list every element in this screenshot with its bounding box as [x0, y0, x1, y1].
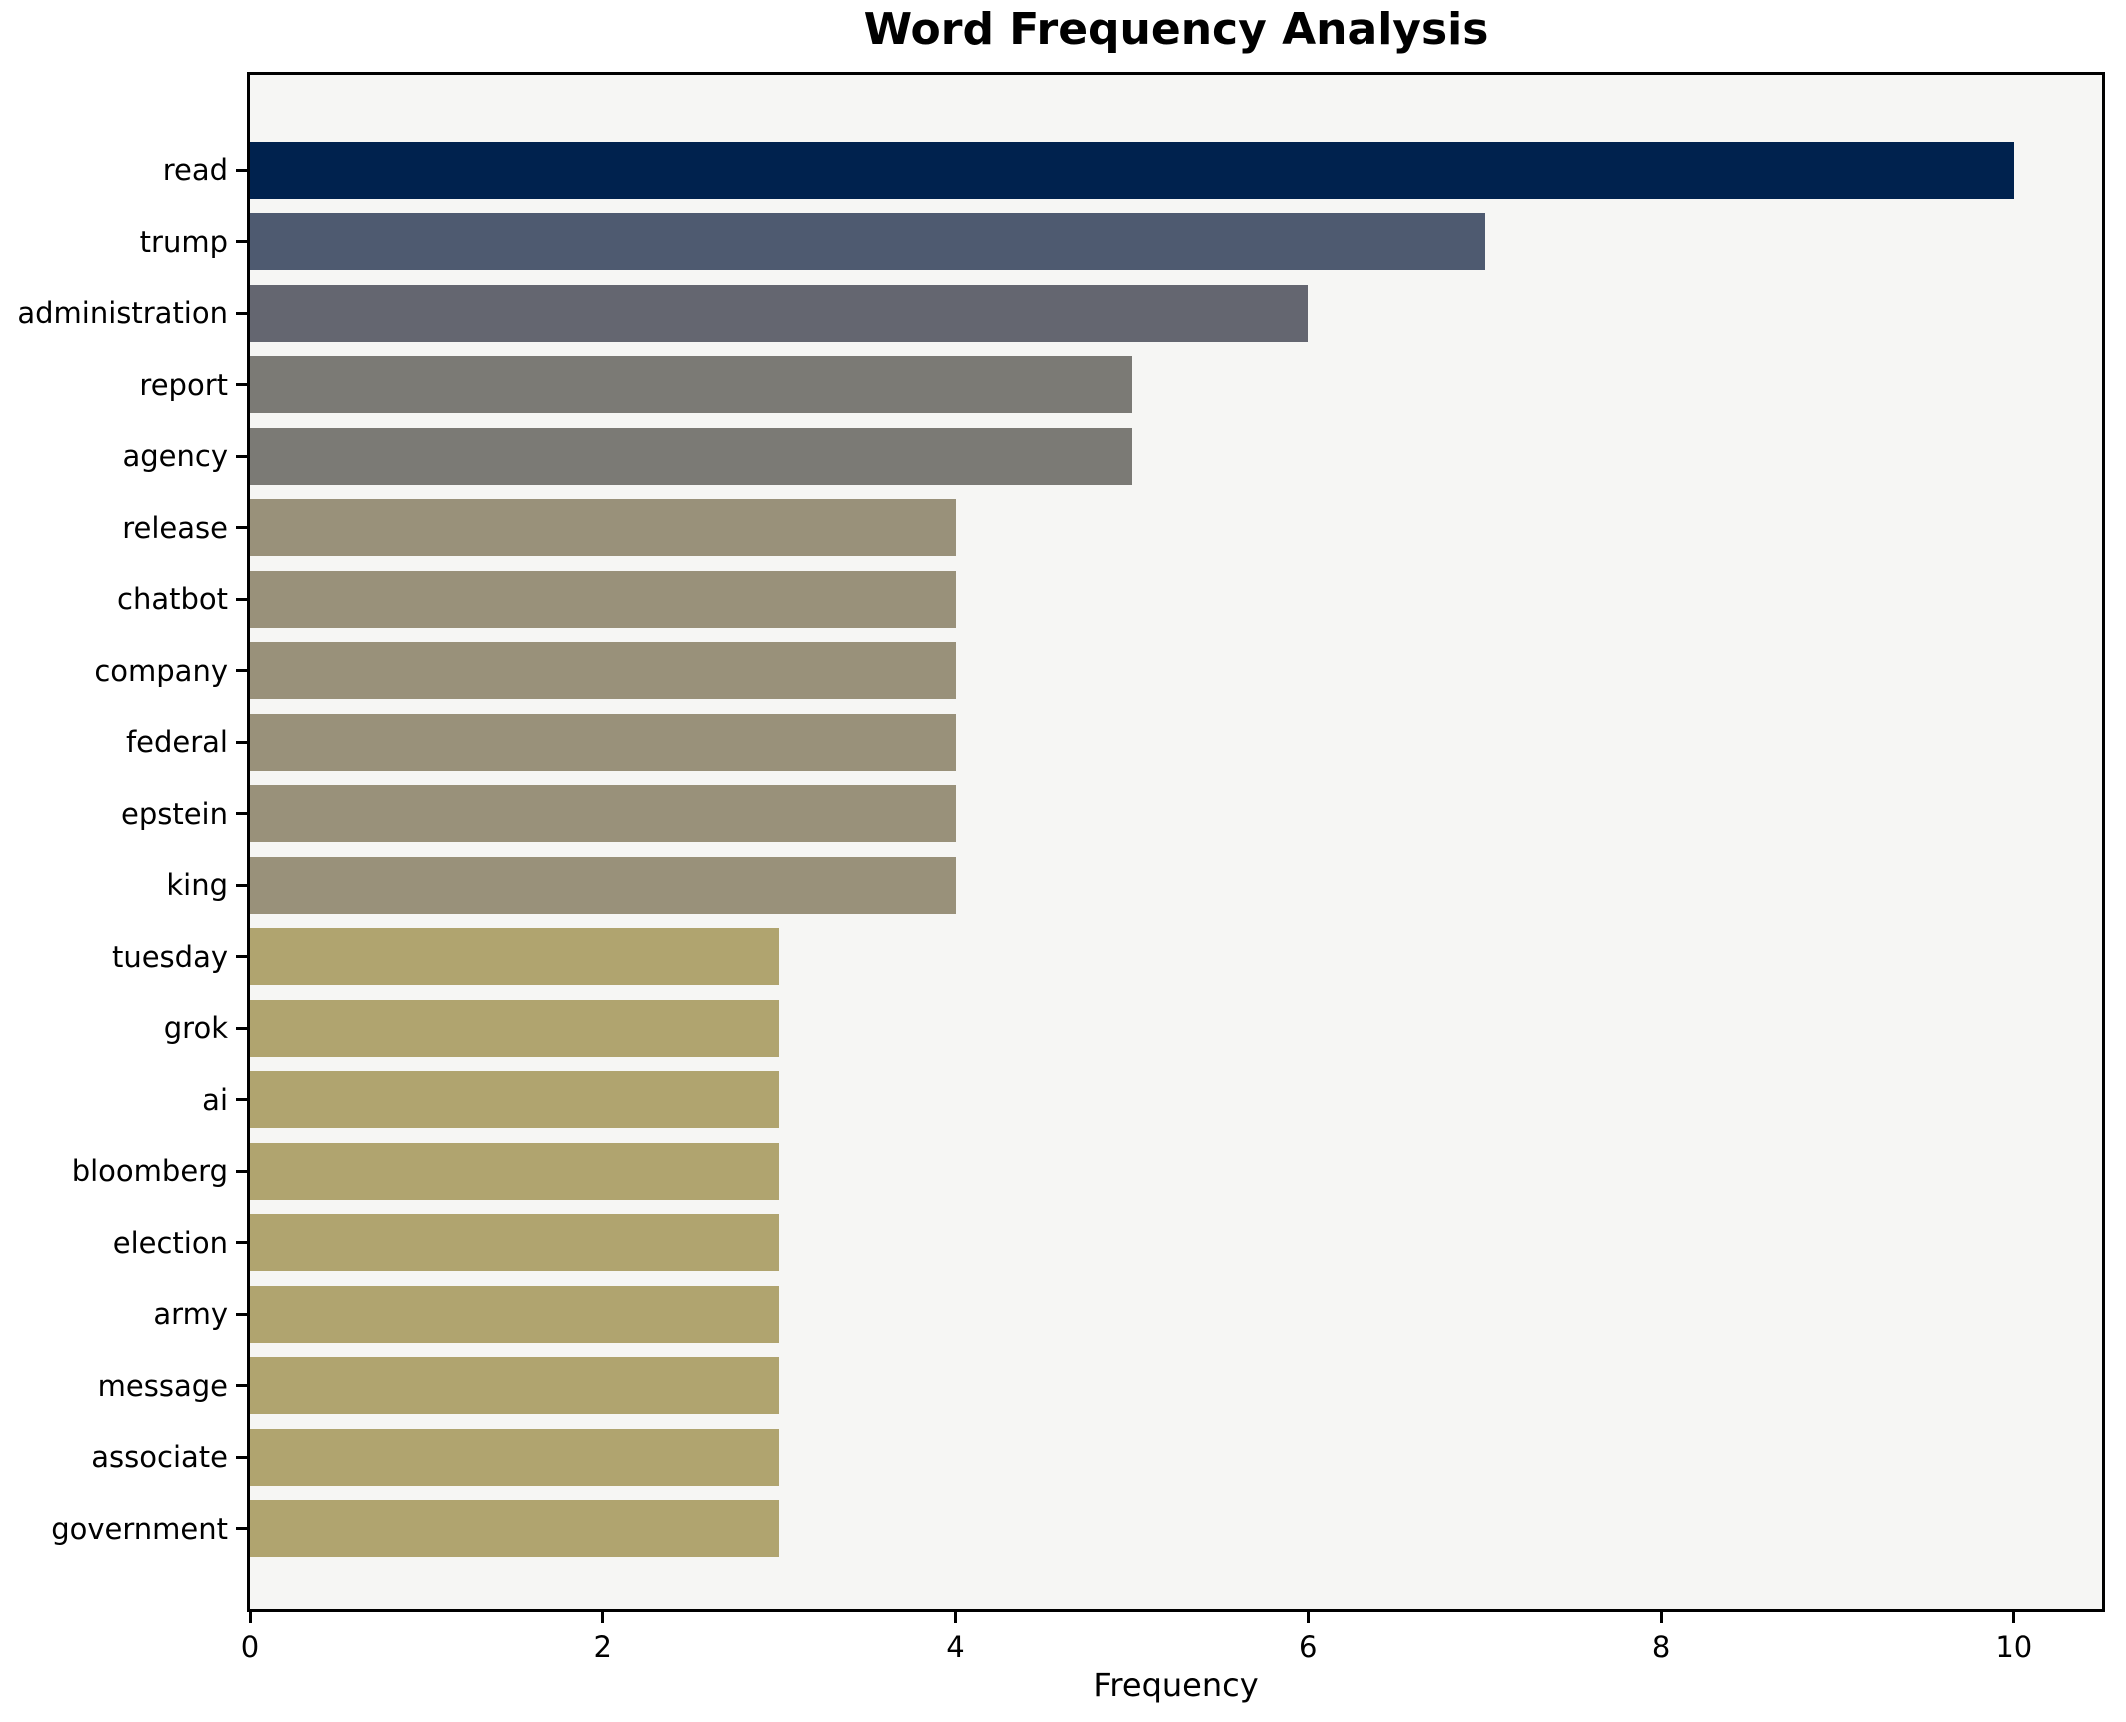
bar-election	[250, 1214, 779, 1271]
bar-trump	[250, 213, 1485, 270]
bar-army	[250, 1285, 779, 1343]
bar-epstein	[250, 785, 956, 842]
x-tick-label-6: 6	[1299, 1630, 1318, 1664]
x-tick-mark	[1306, 1612, 1310, 1623]
y-tick-label-trump: trump	[139, 224, 228, 259]
y-tick-label-associate: associate	[91, 1440, 228, 1474]
y-tick-mark	[236, 240, 247, 243]
y-tick-label-bloomberg: bloomberg	[71, 1154, 228, 1188]
y-tick-label-report: report	[139, 367, 228, 402]
y-tick-mark	[236, 1241, 247, 1244]
y-tick-mark	[236, 740, 247, 744]
y-tick-mark	[236, 1098, 247, 1101]
bar-release	[250, 499, 956, 556]
bar-government	[250, 1500, 779, 1557]
y-tick-mark	[236, 1026, 247, 1030]
bar-ai	[250, 1071, 779, 1128]
x-tick-mark	[1659, 1612, 1663, 1623]
y-tick-label-administration: administration	[17, 296, 228, 330]
y-tick-mark	[236, 669, 247, 672]
plot-area	[247, 72, 2105, 1612]
y-tick-mark	[236, 311, 247, 315]
y-tick-mark	[236, 1384, 247, 1387]
bar-chatbot	[250, 570, 956, 628]
bar-tuesday	[250, 928, 779, 985]
y-tick-mark	[236, 1455, 247, 1459]
y-tick-label-read: read	[162, 153, 228, 187]
x-tick-label-0: 0	[240, 1630, 260, 1664]
x-tick-mark	[2012, 1612, 2016, 1623]
y-tick-mark	[236, 1312, 247, 1316]
y-tick-label-company: company	[94, 653, 228, 688]
bar-bloomberg	[250, 1142, 779, 1200]
y-tick-mark	[236, 955, 247, 958]
bar-federal	[250, 713, 956, 771]
bar-read	[250, 141, 2014, 199]
y-tick-label-release: release	[122, 510, 228, 545]
y-tick-mark	[236, 383, 247, 386]
bar-associate	[250, 1428, 779, 1486]
x-tick-mark	[601, 1612, 605, 1623]
y-tick-label-agency: agency	[122, 439, 228, 473]
y-tick-label-election: election	[112, 1225, 228, 1260]
y-tick-label-ai: ai	[202, 1082, 228, 1117]
x-tick-label-2: 2	[593, 1630, 612, 1664]
y-tick-label-federal: federal	[125, 725, 228, 759]
y-tick-label-grok: grok	[163, 1011, 228, 1045]
y-tick-label-chatbot: chatbot	[117, 582, 228, 616]
y-tick-label-epstein: epstein	[120, 796, 228, 831]
y-tick-mark	[236, 454, 247, 458]
y-tick-label-message: message	[97, 1368, 228, 1403]
y-tick-label-tuesday: tuesday	[111, 939, 228, 974]
bar-agency	[250, 427, 1132, 485]
y-tick-mark	[236, 597, 247, 601]
y-tick-label-army: army	[153, 1297, 228, 1331]
y-tick-mark	[236, 526, 247, 529]
bar-administration	[250, 284, 1308, 342]
y-tick-mark	[236, 883, 247, 887]
y-tick-mark	[236, 168, 247, 172]
y-tick-mark	[236, 1169, 247, 1173]
bar-report	[250, 356, 1132, 413]
y-tick-label-king: king	[166, 868, 228, 902]
x-tick-label-8: 8	[1651, 1630, 1671, 1664]
x-tick-label-4: 4	[946, 1630, 965, 1664]
x-tick-label-10: 10	[1995, 1630, 2033, 1664]
bar-company	[250, 642, 956, 699]
y-tick-mark	[236, 812, 247, 815]
x-axis-label: Frequency	[1093, 1666, 1259, 1704]
bar-king	[250, 856, 956, 914]
bar-message	[250, 1357, 779, 1414]
bar-grok	[250, 999, 779, 1057]
x-tick-mark	[954, 1612, 958, 1623]
x-tick-mark	[248, 1612, 252, 1623]
chart-title: Word Frequency Analysis	[863, 4, 1489, 55]
y-tick-label-government: government	[51, 1511, 228, 1546]
y-tick-mark	[236, 1527, 247, 1530]
